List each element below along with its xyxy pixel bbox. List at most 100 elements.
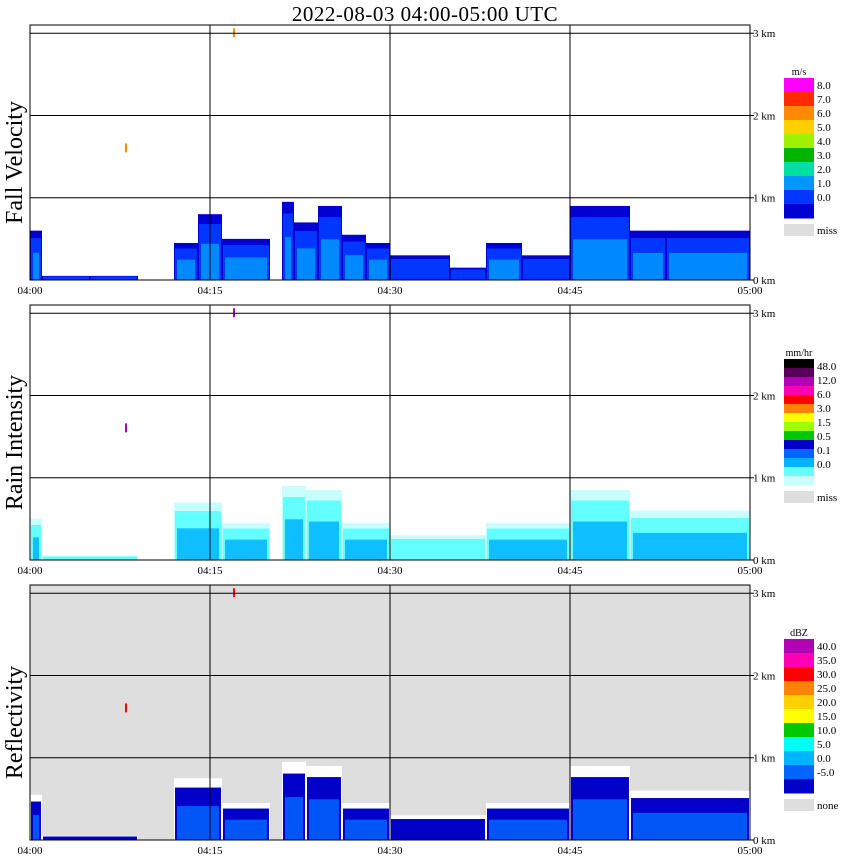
legend-label: 3.0 <box>817 403 831 415</box>
x-tick-label: 05:00 <box>737 285 763 297</box>
x-tick-label: 04:15 <box>197 565 223 577</box>
x-tick-label: 04:45 <box>557 285 583 297</box>
echo-core <box>43 836 137 840</box>
isolated-echo <box>125 703 127 713</box>
x-tick-label: 04:15 <box>197 285 223 297</box>
y-tick-label: 3 km <box>753 308 776 320</box>
echo-inner <box>573 521 627 560</box>
x-tick-label: 04:15 <box>197 845 223 857</box>
echo-inner <box>489 259 519 280</box>
isolated-echo <box>125 423 127 433</box>
legend-swatch <box>784 204 814 219</box>
legend-swatch <box>784 653 814 668</box>
echo-core <box>451 269 485 280</box>
legend-swatch <box>784 476 814 486</box>
echo-inner <box>225 539 267 560</box>
plot-frame <box>29 304 751 561</box>
y-tick-label: 2 km <box>753 670 776 682</box>
legend-swatch <box>784 148 814 163</box>
echo-inner <box>225 819 267 840</box>
echo-core <box>43 276 89 280</box>
echo-core <box>391 539 485 560</box>
echo-inner <box>321 239 339 280</box>
legend-label: 48.0 <box>817 361 837 373</box>
legend-swatch <box>784 368 814 378</box>
echo-inner <box>285 797 303 840</box>
legend-label: 5.0 <box>817 122 831 134</box>
legend-label: 25.0 <box>817 683 837 695</box>
legend-label: 30.0 <box>817 669 837 681</box>
legend-label: -5.0 <box>817 767 835 779</box>
legend-label: 0.0 <box>817 459 831 471</box>
echo-inner <box>309 521 339 560</box>
echo-inner <box>669 252 747 280</box>
isolated-echo <box>125 143 127 153</box>
legend-label: 1.0 <box>817 178 831 190</box>
legend-swatch <box>784 449 814 459</box>
y-axis-label: Rain Intensity <box>2 375 28 510</box>
echo-inner <box>33 252 39 280</box>
echo-inner <box>573 239 627 280</box>
y-tick-label: 0 km <box>753 835 776 847</box>
echo-core <box>43 556 137 560</box>
legend-swatch <box>784 120 814 135</box>
legend-swatch <box>784 765 814 780</box>
legend-swatch <box>784 695 814 710</box>
legend-missing-swatch <box>784 491 814 503</box>
x-tick-label: 05:00 <box>737 845 763 857</box>
legend-swatch <box>784 395 814 405</box>
x-tick-label: 04:45 <box>557 565 583 577</box>
legend-swatch <box>784 377 814 387</box>
y-tick-label: 0 km <box>753 275 776 287</box>
echo-inner <box>345 255 363 280</box>
legend-swatch <box>784 709 814 724</box>
legend-swatch <box>784 190 814 205</box>
echo-inner <box>489 539 567 560</box>
legend-swatch <box>784 681 814 696</box>
legend-swatch <box>784 431 814 441</box>
legend-label: 0.5 <box>817 431 831 443</box>
legend-unit: m/s <box>792 67 807 78</box>
legend-swatch <box>784 458 814 468</box>
legend-label: 6.0 <box>817 389 831 401</box>
x-tick-label: 04:00 <box>17 285 43 297</box>
legend-swatch <box>784 639 814 654</box>
legend-swatch <box>784 78 814 93</box>
legend-label: 7.0 <box>817 94 831 106</box>
legend-unit: mm/hr <box>786 348 813 359</box>
echo-inner <box>345 539 387 560</box>
y-tick-label: 0 km <box>753 555 776 567</box>
legend-label: 0.1 <box>817 445 831 457</box>
legend-label: 20.0 <box>817 697 837 709</box>
echo-inner <box>177 259 195 280</box>
y-tick-label: 2 km <box>753 110 776 122</box>
legend-label: 12.0 <box>817 375 837 387</box>
echo-inner <box>225 257 267 280</box>
echo-inner <box>285 237 291 280</box>
y-axis-label: Fall Velocity <box>2 101 28 224</box>
echo-core <box>91 276 137 280</box>
legend-missing-label: miss <box>817 225 837 237</box>
echo-inner <box>177 806 219 840</box>
echo-inner <box>285 519 303 560</box>
legend-label: 6.0 <box>817 108 831 120</box>
legend-swatch <box>784 737 814 752</box>
legend-label: 8.0 <box>817 80 831 92</box>
y-tick-label: 1 km <box>753 193 776 205</box>
y-tick-label: 1 km <box>753 473 776 485</box>
legend-swatch <box>784 404 814 414</box>
y-tick-label: 3 km <box>753 588 776 600</box>
chart-title: 2022-08-03 04:00-05:00 UTC <box>291 2 559 26</box>
echo-inner <box>489 819 567 840</box>
legend-missing-label: none <box>817 800 839 812</box>
x-tick-label: 05:00 <box>737 565 763 577</box>
legend-label: 10.0 <box>817 725 837 737</box>
legend-label: 15.0 <box>817 711 837 723</box>
x-tick-label: 04:00 <box>17 845 43 857</box>
y-axis-label: Reflectivity <box>2 666 28 779</box>
legend-label: 1.5 <box>817 417 831 429</box>
plot-frame <box>29 24 751 281</box>
legend-swatch <box>784 779 814 794</box>
echo-inner <box>177 528 219 560</box>
